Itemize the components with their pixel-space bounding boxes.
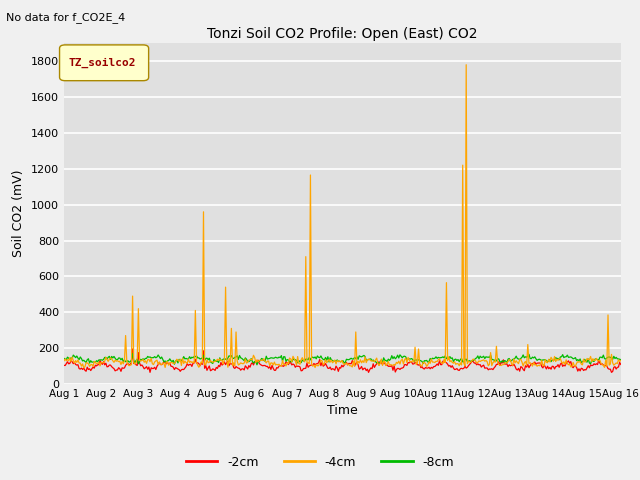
-8cm [298,360,305,366]
-2cm [472,360,479,366]
Y-axis label: Soil CO2 (mV): Soil CO2 (mV) [12,170,26,257]
-4cm [472,358,479,364]
-8cm [617,357,625,362]
-4cm [399,361,407,367]
Line: -4cm: -4cm [64,65,621,368]
-4cm [568,363,576,369]
-2cm [236,366,243,372]
Line: -2cm: -2cm [64,349,621,372]
-8cm [129,350,136,356]
Legend: -2cm, -4cm, -8cm: -2cm, -4cm, -8cm [181,451,459,474]
-2cm [374,359,381,364]
-8cm [401,353,408,359]
Text: TZ_soilco2: TZ_soilco2 [68,58,136,68]
Line: -8cm: -8cm [64,353,621,365]
Title: Tonzi Soil CO2 Profile: Open (East) CO2: Tonzi Soil CO2 Profile: Open (East) CO2 [207,27,477,41]
-8cm [234,357,242,362]
-2cm [60,362,68,368]
-2cm [298,368,305,374]
FancyBboxPatch shape [60,45,148,81]
X-axis label: Time: Time [327,405,358,418]
-4cm [617,358,625,363]
-8cm [60,356,68,361]
-4cm [462,62,470,68]
-8cm [374,360,381,365]
-4cm [296,361,304,367]
-2cm [568,364,576,370]
-2cm [401,362,408,368]
-8cm [568,355,576,360]
Text: No data for f_CO2E_4: No data for f_CO2E_4 [6,12,125,23]
-2cm [146,370,154,375]
-8cm [472,356,479,361]
-4cm [373,355,381,361]
-2cm [617,361,625,367]
-8cm [253,362,261,368]
-4cm [60,358,68,363]
-4cm [234,362,242,368]
-2cm [129,346,136,352]
-4cm [80,365,88,371]
